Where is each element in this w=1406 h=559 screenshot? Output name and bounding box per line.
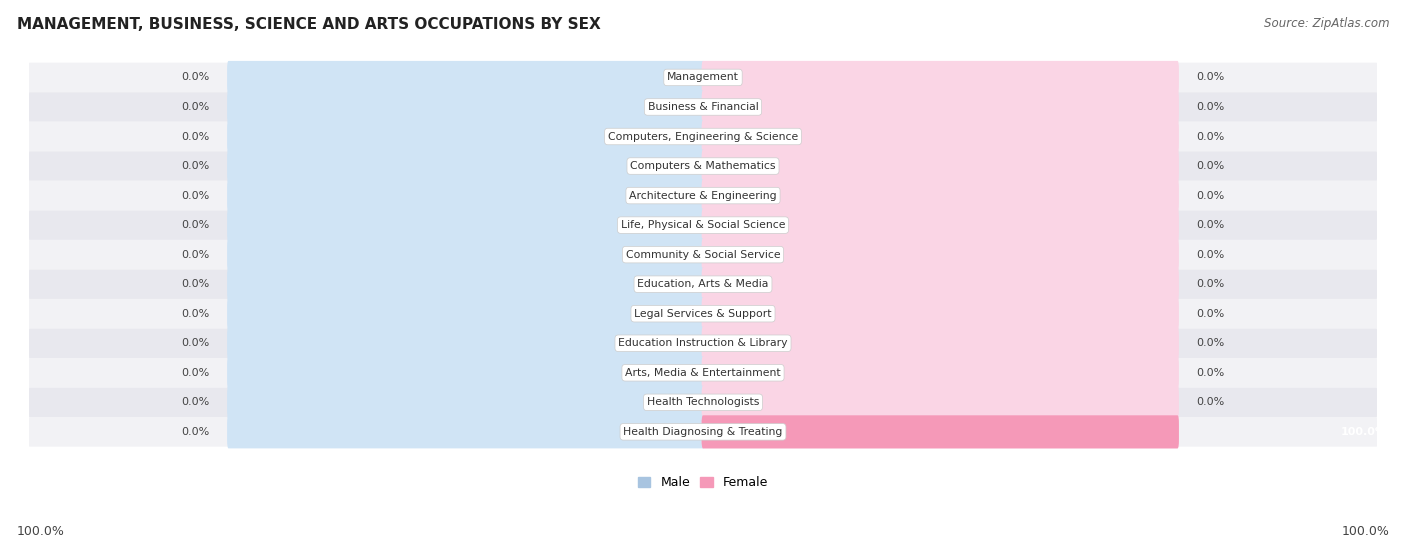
FancyBboxPatch shape	[30, 299, 1376, 329]
Text: 0.0%: 0.0%	[181, 427, 209, 437]
FancyBboxPatch shape	[702, 386, 1178, 419]
FancyBboxPatch shape	[702, 356, 1178, 389]
FancyBboxPatch shape	[228, 120, 704, 153]
Text: 100.0%: 100.0%	[1341, 524, 1389, 538]
Text: Education, Arts & Media: Education, Arts & Media	[637, 279, 769, 289]
FancyBboxPatch shape	[30, 181, 1376, 210]
FancyBboxPatch shape	[30, 358, 1376, 387]
Text: 0.0%: 0.0%	[1197, 73, 1225, 82]
FancyBboxPatch shape	[228, 149, 704, 183]
Text: Source: ZipAtlas.com: Source: ZipAtlas.com	[1264, 17, 1389, 30]
FancyBboxPatch shape	[30, 387, 1376, 417]
Text: 0.0%: 0.0%	[1197, 220, 1225, 230]
FancyBboxPatch shape	[702, 120, 1178, 153]
FancyBboxPatch shape	[30, 210, 1376, 240]
Text: 0.0%: 0.0%	[181, 73, 209, 82]
Text: 100.0%: 100.0%	[17, 524, 65, 538]
Text: Education Instruction & Library: Education Instruction & Library	[619, 338, 787, 348]
FancyBboxPatch shape	[228, 415, 704, 448]
Text: Management: Management	[666, 73, 740, 82]
Text: Health Technologists: Health Technologists	[647, 397, 759, 408]
FancyBboxPatch shape	[30, 92, 1376, 122]
Text: 0.0%: 0.0%	[1197, 102, 1225, 112]
FancyBboxPatch shape	[30, 269, 1376, 299]
Text: Health Diagnosing & Treating: Health Diagnosing & Treating	[623, 427, 783, 437]
FancyBboxPatch shape	[228, 61, 704, 94]
Text: Computers, Engineering & Science: Computers, Engineering & Science	[607, 131, 799, 141]
Text: 0.0%: 0.0%	[1197, 397, 1225, 408]
Text: 0.0%: 0.0%	[1197, 161, 1225, 171]
FancyBboxPatch shape	[228, 297, 704, 330]
FancyBboxPatch shape	[702, 297, 1178, 330]
FancyBboxPatch shape	[30, 329, 1376, 358]
Text: Business & Financial: Business & Financial	[648, 102, 758, 112]
Text: 0.0%: 0.0%	[1197, 191, 1225, 201]
FancyBboxPatch shape	[702, 238, 1178, 271]
Legend: Male, Female: Male, Female	[633, 471, 773, 494]
Text: 0.0%: 0.0%	[1197, 279, 1225, 289]
Text: Computers & Mathematics: Computers & Mathematics	[630, 161, 776, 171]
FancyBboxPatch shape	[702, 179, 1178, 212]
FancyBboxPatch shape	[30, 417, 1376, 447]
FancyBboxPatch shape	[702, 415, 1178, 448]
Text: Legal Services & Support: Legal Services & Support	[634, 309, 772, 319]
FancyBboxPatch shape	[30, 63, 1376, 92]
FancyBboxPatch shape	[228, 326, 704, 360]
Text: Arts, Media & Entertainment: Arts, Media & Entertainment	[626, 368, 780, 378]
Text: Life, Physical & Social Science: Life, Physical & Social Science	[621, 220, 785, 230]
Text: 0.0%: 0.0%	[181, 131, 209, 141]
FancyBboxPatch shape	[30, 151, 1376, 181]
FancyBboxPatch shape	[702, 209, 1178, 241]
Text: 0.0%: 0.0%	[1197, 338, 1225, 348]
Text: 0.0%: 0.0%	[181, 309, 209, 319]
Text: 0.0%: 0.0%	[181, 161, 209, 171]
FancyBboxPatch shape	[228, 386, 704, 419]
FancyBboxPatch shape	[30, 240, 1376, 269]
FancyBboxPatch shape	[702, 61, 1178, 94]
FancyBboxPatch shape	[702, 149, 1178, 183]
FancyBboxPatch shape	[702, 268, 1178, 301]
FancyBboxPatch shape	[30, 122, 1376, 151]
FancyBboxPatch shape	[228, 179, 704, 212]
Text: Architecture & Engineering: Architecture & Engineering	[630, 191, 776, 201]
FancyBboxPatch shape	[228, 209, 704, 241]
Text: 0.0%: 0.0%	[1197, 309, 1225, 319]
Text: 0.0%: 0.0%	[181, 220, 209, 230]
FancyBboxPatch shape	[228, 238, 704, 271]
FancyBboxPatch shape	[702, 415, 1178, 448]
Text: 0.0%: 0.0%	[181, 279, 209, 289]
FancyBboxPatch shape	[702, 326, 1178, 360]
Text: 0.0%: 0.0%	[181, 102, 209, 112]
Text: 0.0%: 0.0%	[181, 368, 209, 378]
Text: MANAGEMENT, BUSINESS, SCIENCE AND ARTS OCCUPATIONS BY SEX: MANAGEMENT, BUSINESS, SCIENCE AND ARTS O…	[17, 17, 600, 32]
Text: 0.0%: 0.0%	[1197, 368, 1225, 378]
Text: 0.0%: 0.0%	[1197, 131, 1225, 141]
FancyBboxPatch shape	[228, 91, 704, 124]
FancyBboxPatch shape	[702, 91, 1178, 124]
Text: 0.0%: 0.0%	[181, 191, 209, 201]
Text: 100.0%: 100.0%	[1340, 427, 1386, 437]
FancyBboxPatch shape	[228, 268, 704, 301]
Text: Community & Social Service: Community & Social Service	[626, 250, 780, 259]
Text: 0.0%: 0.0%	[181, 250, 209, 259]
FancyBboxPatch shape	[228, 356, 704, 389]
Text: 0.0%: 0.0%	[181, 338, 209, 348]
Text: 0.0%: 0.0%	[181, 397, 209, 408]
Text: 0.0%: 0.0%	[1197, 250, 1225, 259]
